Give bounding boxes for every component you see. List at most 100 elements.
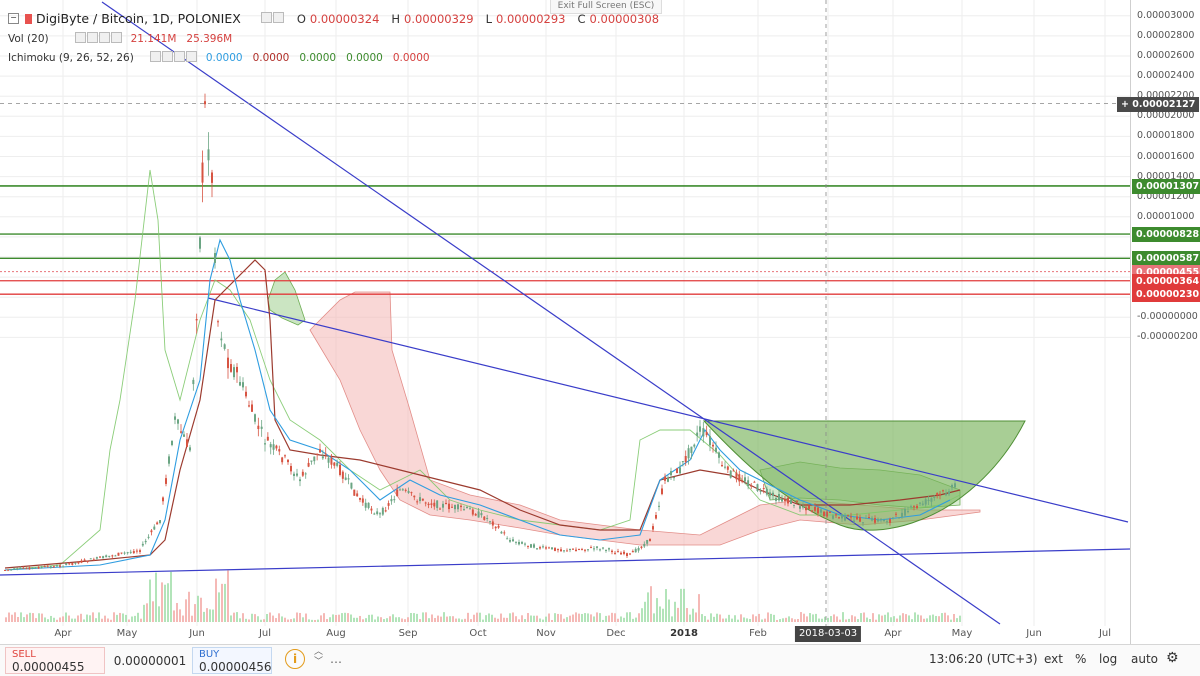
candle-body: [868, 517, 870, 519]
candle-body: [741, 480, 744, 482]
time-axis[interactable]: Apr May Jun Jul Aug Sep Oct Nov Dec 2018 Feb 2018-0…: [0, 626, 1130, 644]
more-icon[interactable]: [110, 32, 122, 43]
candle-body: [404, 489, 407, 491]
candle-body: [805, 507, 807, 511]
gear-icon[interactable]: ⚙: [1166, 650, 1179, 666]
volume-bar: [824, 616, 826, 622]
volume-bar: [284, 617, 286, 622]
volume-bar: [935, 615, 937, 622]
ichimoku-label[interactable]: Ichimoku (9, 26, 52, 26): [8, 52, 134, 64]
buy-button[interactable]: BUY 0.00000456: [192, 647, 272, 674]
candle-body: [524, 543, 526, 545]
volume-bar: [71, 618, 73, 622]
volume-bar: [422, 612, 424, 622]
candle-body: [629, 553, 631, 555]
volume-bar: [197, 595, 199, 622]
candle-body: [239, 382, 241, 386]
volume-bar: [650, 586, 652, 622]
candle-body: [139, 550, 141, 552]
info-icon[interactable]: i: [285, 649, 305, 669]
settings-icon[interactable]: [161, 51, 173, 62]
eye-icon[interactable]: [149, 51, 161, 62]
close-icon[interactable]: [173, 51, 185, 62]
hide-icon[interactable]: [272, 11, 284, 23]
candle-body: [201, 162, 204, 183]
eye-icon[interactable]: [74, 32, 86, 43]
collapse-panel-icon[interactable]: ︿ ﹀: [314, 647, 324, 667]
volume-bar: [95, 618, 97, 622]
volume-bar: [821, 618, 823, 622]
volume-bar: [296, 612, 298, 622]
candle-body: [753, 481, 756, 483]
volume-bar: [848, 618, 850, 622]
candle-body: [105, 555, 108, 558]
candle-body: [823, 511, 825, 516]
candle-body: [871, 517, 873, 521]
volume-bar: [893, 616, 895, 622]
candle-body: [491, 521, 494, 526]
volume-bar: [794, 619, 796, 622]
price-chart[interactable]: [0, 0, 1130, 644]
ichimoku-controls[interactable]: [149, 51, 198, 65]
settings-icon[interactable]: [86, 32, 98, 43]
candle-body: [844, 515, 846, 521]
volume-bar: [470, 619, 472, 622]
candle-body: [384, 510, 387, 512]
candle-body: [924, 499, 927, 505]
candle-body: [248, 405, 250, 407]
candle-body: [769, 492, 771, 496]
volume-bar: [32, 613, 34, 622]
more-icon[interactable]: [185, 51, 197, 62]
volume-bar: [374, 619, 376, 622]
volume-bar: [392, 614, 394, 622]
spread-value: 0.00000001: [113, 654, 187, 668]
ext-toggle[interactable]: ext: [1044, 652, 1063, 666]
more-icon[interactable]: …: [330, 652, 342, 666]
candle-body: [921, 503, 924, 505]
volume-bar: [530, 615, 532, 622]
price-axis[interactable]: 0.00003000 0.00002800 0.00002600 0.00002400…: [1117, 0, 1200, 644]
volume-bar: [8, 612, 10, 622]
volume-bar: [626, 612, 628, 622]
volume-bar: [467, 612, 469, 622]
percent-toggle[interactable]: %: [1075, 652, 1087, 666]
volume-bar: [83, 619, 85, 622]
volume-bar: [521, 615, 523, 622]
volume-label[interactable]: Vol (20): [8, 33, 49, 45]
candle-body: [480, 513, 483, 516]
candle-body: [31, 567, 34, 569]
candle-body: [634, 548, 637, 553]
candle-body: [590, 547, 592, 549]
volume-bar: [263, 619, 265, 622]
volume-bar: [713, 616, 715, 622]
candle-body: [512, 539, 514, 542]
volume-bar: [410, 612, 412, 622]
close-icon[interactable]: [98, 32, 110, 43]
volume-bar: [401, 618, 403, 622]
candle-body: [486, 518, 489, 520]
auto-toggle[interactable]: auto: [1131, 652, 1159, 666]
collapse-icon[interactable]: −: [8, 13, 19, 24]
volume-bar: [875, 619, 877, 622]
volume-bar: [926, 618, 928, 622]
volume-bar: [734, 615, 736, 622]
candle-body: [254, 414, 256, 422]
volume-controls[interactable]: [74, 32, 123, 46]
symbol-title[interactable]: DigiByte / Bitcoin, 1D, POLONIEX: [36, 11, 241, 26]
log-toggle[interactable]: log: [1099, 652, 1118, 666]
clock-time[interactable]: 13:06:20 (UTC+3): [929, 652, 1038, 666]
legend-controls[interactable]: [260, 11, 285, 26]
volume-bar: [677, 607, 679, 622]
time-tick-label: Aug: [326, 628, 346, 639]
volume-bar: [353, 617, 355, 622]
candle-body: [509, 540, 511, 542]
volume-bar: [914, 612, 916, 622]
volume-bar: [362, 619, 364, 622]
settings-icon[interactable]: [260, 11, 272, 23]
candle-body: [623, 551, 625, 554]
volume-bar: [578, 613, 580, 622]
candle-body: [765, 488, 768, 495]
exit-fullscreen-button[interactable]: Exit Full Screen (ESC): [550, 0, 662, 14]
sell-button[interactable]: SELL 0.00000455: [5, 647, 105, 674]
volume-bar: [311, 619, 313, 622]
